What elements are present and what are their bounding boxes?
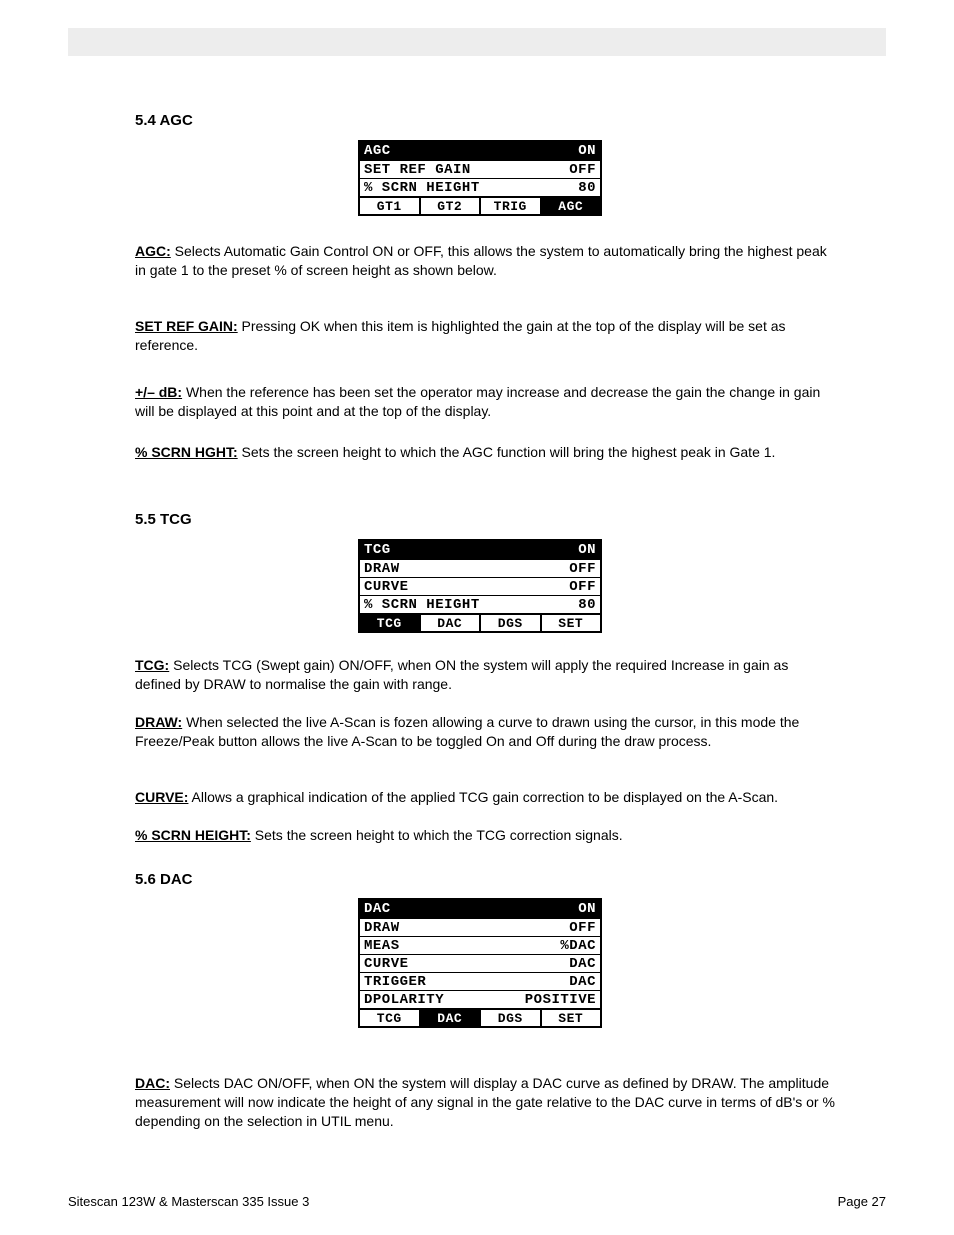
- lcd-dac-row-2: CURVE DAC: [360, 954, 600, 972]
- section-title-agc: 5.4 AGC: [135, 112, 193, 129]
- lcd-dac-tab-1[interactable]: DAC: [421, 1010, 482, 1026]
- tcg-item-3-text: Sets the screen height to which the TCG …: [251, 827, 623, 843]
- header-graybar: [68, 28, 886, 56]
- tcg-item-0: TCG: Selects TCG (Swept gain) ON/OFF, wh…: [135, 656, 835, 694]
- lcd-tcg-header: TCG ON: [360, 541, 600, 559]
- lcd-dac-row-0: DRAW OFF: [360, 918, 600, 936]
- lcd-tcg-row-2-r: 80: [578, 597, 596, 613]
- agc-item-0-text: Selects Automatic Gain Control ON or OFF…: [135, 243, 827, 278]
- lcd-tcg-row-1-r: OFF: [569, 579, 596, 595]
- lcd-agc-row-0-r: OFF: [569, 162, 596, 178]
- lcd-dac-row-2-r: DAC: [569, 956, 596, 972]
- lcd-dac-row-4: DPOLARITY POSITIVE: [360, 990, 600, 1008]
- tcg-item-3-label: % SCRN HEIGHT:: [135, 827, 251, 843]
- lcd-agc-row-0-l: SET REF GAIN: [364, 162, 471, 178]
- lcd-agc-row-1-l: % SCRN HEIGHT: [364, 180, 480, 196]
- agc-item-1-label: SET REF GAIN:: [135, 318, 238, 334]
- lcd-tcg-tab-1[interactable]: DAC: [421, 615, 482, 631]
- lcd-tcg-tab-0[interactable]: TCG: [360, 615, 421, 631]
- lcd-tcg-row-1-l: CURVE: [364, 579, 409, 595]
- tcg-item-1-text: When selected the live A-Scan is fozen a…: [135, 714, 799, 749]
- tcg-item-0-label: TCG:: [135, 657, 169, 673]
- lcd-dac-row-0-r: OFF: [569, 920, 596, 936]
- lcd-agc-tab-2[interactable]: TRIG: [481, 198, 542, 214]
- lcd-agc-tab-1[interactable]: GT2: [421, 198, 482, 214]
- lcd-dac-row-1-r: %DAC: [560, 938, 596, 954]
- dac-item-0-text: Selects DAC ON/OFF, when ON the system w…: [135, 1075, 835, 1129]
- agc-item-3-label: % SCRN HGHT:: [135, 444, 238, 460]
- footer-left: Sitescan 123W & Masterscan 335 Issue 3: [68, 1194, 309, 1209]
- lcd-tcg-row-2-l: % SCRN HEIGHT: [364, 597, 480, 613]
- footer-right: Page 27: [838, 1194, 886, 1209]
- lcd-dac-row-4-l: DPOLARITY: [364, 992, 444, 1008]
- agc-item-3: % SCRN HGHT: Sets the screen height to w…: [135, 443, 835, 462]
- dac-item-0-label: DAC:: [135, 1075, 170, 1091]
- agc-item-2-label: +/– dB:: [135, 384, 182, 400]
- lcd-tcg-tab-2[interactable]: DGS: [481, 615, 542, 631]
- lcd-dac-tab-2[interactable]: DGS: [481, 1010, 542, 1026]
- tcg-item-1-label: DRAW:: [135, 714, 182, 730]
- lcd-dac-row-2-l: CURVE: [364, 956, 409, 972]
- lcd-dac-row-1-l: MEAS: [364, 938, 400, 954]
- lcd-dac-tab-3[interactable]: SET: [542, 1010, 601, 1026]
- agc-item-0: AGC: Selects Automatic Gain Control ON o…: [135, 242, 835, 280]
- lcd-dac-row-1: MEAS %DAC: [360, 936, 600, 954]
- lcd-tcg-tab-3[interactable]: SET: [542, 615, 601, 631]
- agc-item-0-label: AGC:: [135, 243, 171, 259]
- agc-item-3-text: Sets the screen height to which the AGC …: [238, 444, 776, 460]
- lcd-agc-row-1: % SCRN HEIGHT 80: [360, 178, 600, 196]
- lcd-dac-header-r: ON: [578, 901, 596, 917]
- lcd-dac-row-4-r: POSITIVE: [525, 992, 596, 1008]
- lcd-dac-row-0-l: DRAW: [364, 920, 400, 936]
- lcd-agc-tabs: GT1 GT2 TRIG AGC: [360, 196, 600, 214]
- lcd-dac-row-3-l: TRIGGER: [364, 974, 426, 990]
- lcd-tcg-header-l: TCG: [364, 542, 391, 558]
- agc-item-2: +/– dB: When the reference has been set …: [135, 383, 835, 421]
- lcd-tcg-row-1: CURVE OFF: [360, 577, 600, 595]
- agc-item-1: SET REF GAIN: Pressing OK when this item…: [135, 317, 835, 355]
- lcd-dac: DAC ON DRAW OFF MEAS %DAC CURVE DAC TRIG…: [358, 898, 602, 1028]
- tcg-item-2: CURVE: Allows a graphical indication of …: [135, 788, 835, 807]
- tcg-item-1: DRAW: When selected the live A-Scan is f…: [135, 713, 835, 751]
- lcd-tcg-row-0-l: DRAW: [364, 561, 400, 577]
- lcd-agc-header-l: AGC: [364, 143, 391, 159]
- lcd-dac-row-3-r: DAC: [569, 974, 596, 990]
- lcd-tcg-tabs: TCG DAC DGS SET: [360, 613, 600, 631]
- lcd-dac-header: DAC ON: [360, 900, 600, 918]
- lcd-agc-tab-0[interactable]: GT1: [360, 198, 421, 214]
- lcd-tcg-header-r: ON: [578, 542, 596, 558]
- lcd-dac-row-3: TRIGGER DAC: [360, 972, 600, 990]
- agc-item-2-text: When the reference has been set the oper…: [135, 384, 820, 419]
- lcd-agc-tab-3[interactable]: AGC: [542, 198, 601, 214]
- section-title-dac: 5.6 DAC: [135, 871, 193, 888]
- lcd-agc-row-0: SET REF GAIN OFF: [360, 160, 600, 178]
- lcd-agc-row-1-r: 80: [578, 180, 596, 196]
- lcd-agc-header-r: ON: [578, 143, 596, 159]
- lcd-dac-header-l: DAC: [364, 901, 391, 917]
- lcd-tcg: TCG ON DRAW OFF CURVE OFF % SCRN HEIGHT …: [358, 539, 602, 633]
- dac-item-0: DAC: Selects DAC ON/OFF, when ON the sys…: [135, 1074, 835, 1131]
- tcg-item-0-text: Selects TCG (Swept gain) ON/OFF, when ON…: [135, 657, 788, 692]
- section-title-tcg: 5.5 TCG: [135, 511, 192, 528]
- lcd-dac-tab-0[interactable]: TCG: [360, 1010, 421, 1026]
- lcd-agc: AGC ON SET REF GAIN OFF % SCRN HEIGHT 80…: [358, 140, 602, 216]
- tcg-item-3: % SCRN HEIGHT: Sets the screen height to…: [135, 826, 835, 845]
- lcd-agc-header: AGC ON: [360, 142, 600, 160]
- lcd-tcg-row-0-r: OFF: [569, 561, 596, 577]
- lcd-tcg-row-0: DRAW OFF: [360, 559, 600, 577]
- lcd-tcg-row-2: % SCRN HEIGHT 80: [360, 595, 600, 613]
- tcg-item-2-label: CURVE:: [135, 789, 188, 805]
- lcd-dac-tabs: TCG DAC DGS SET: [360, 1008, 600, 1026]
- tcg-item-2-text: Allows a graphical indication of the app…: [188, 789, 778, 805]
